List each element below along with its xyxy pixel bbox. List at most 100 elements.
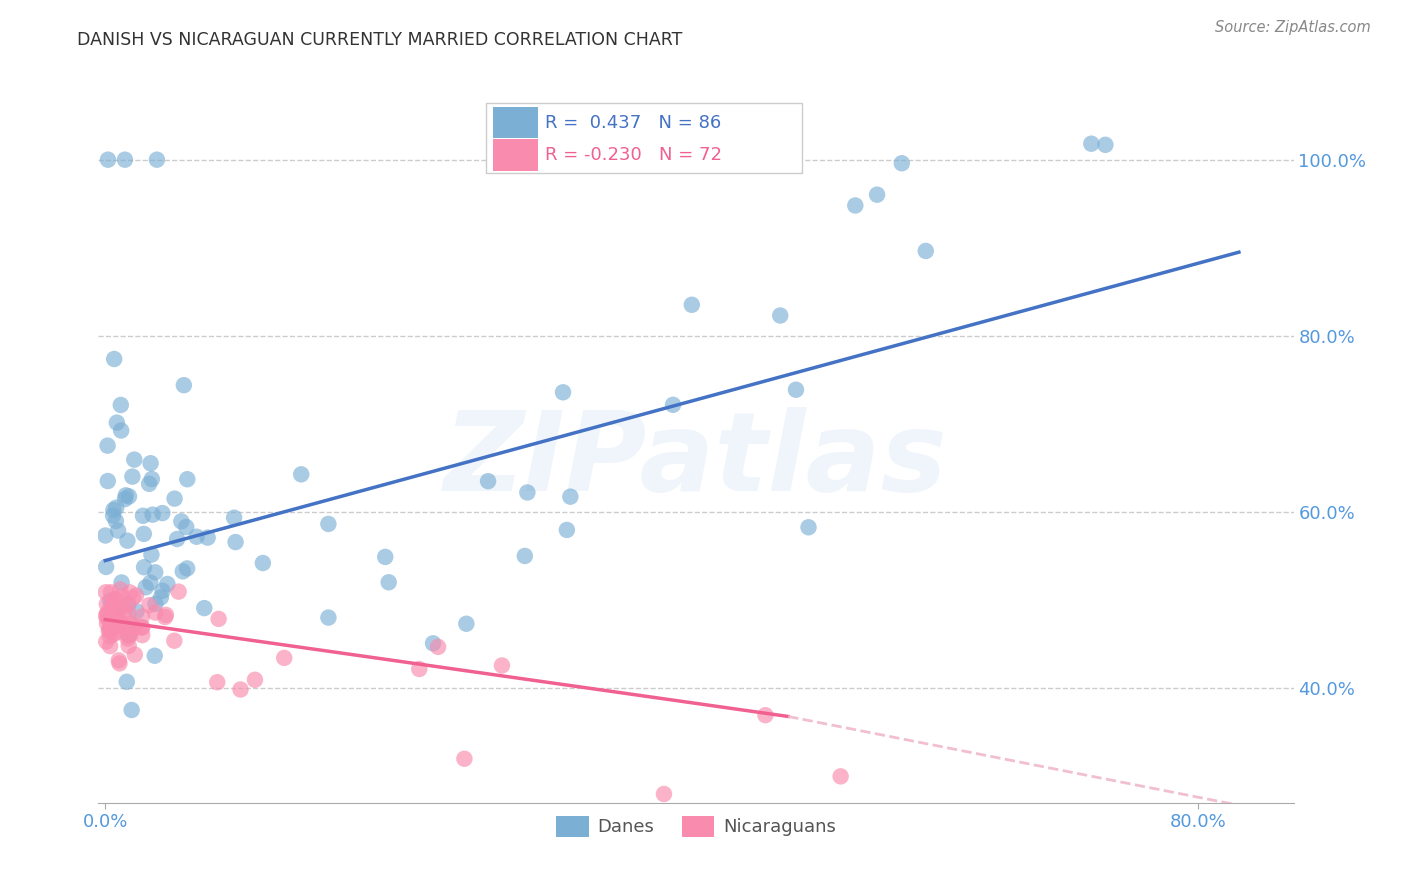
Point xyxy=(125,589,148,603)
Point xyxy=(224,510,246,524)
Point xyxy=(193,601,215,615)
Point xyxy=(101,612,124,626)
Point xyxy=(114,488,136,502)
Point xyxy=(110,398,132,412)
Text: ZIPatlas: ZIPatlas xyxy=(444,407,948,514)
Point xyxy=(135,580,157,594)
Point xyxy=(94,528,117,542)
Point xyxy=(318,610,340,624)
Point xyxy=(104,605,127,619)
Point xyxy=(143,606,166,620)
Point xyxy=(118,585,141,599)
Point xyxy=(103,618,125,632)
Point xyxy=(153,610,176,624)
Point xyxy=(163,633,186,648)
Point xyxy=(408,662,430,676)
Point xyxy=(662,398,685,412)
Point xyxy=(769,309,792,323)
Point xyxy=(170,514,193,528)
Point xyxy=(105,614,128,628)
Point xyxy=(149,591,172,605)
Point xyxy=(243,673,266,687)
Point xyxy=(98,623,121,637)
Point xyxy=(107,524,129,538)
Point xyxy=(122,621,145,635)
Point xyxy=(155,607,177,622)
Point xyxy=(139,575,162,590)
Point xyxy=(141,548,163,562)
Point xyxy=(152,583,174,598)
Point xyxy=(229,682,252,697)
Text: R =  0.437   N = 86: R = 0.437 N = 86 xyxy=(546,114,721,132)
Point xyxy=(176,472,198,486)
Point xyxy=(110,424,132,438)
Point xyxy=(108,601,131,615)
Point xyxy=(890,156,912,170)
Point xyxy=(141,472,163,486)
Point xyxy=(96,597,118,611)
Point xyxy=(167,584,190,599)
Point xyxy=(110,590,132,604)
Point xyxy=(427,640,450,654)
Point xyxy=(131,621,153,635)
Point xyxy=(121,703,143,717)
Point xyxy=(453,752,475,766)
FancyBboxPatch shape xyxy=(494,107,538,138)
Point xyxy=(142,508,165,522)
Point xyxy=(94,585,117,599)
Point xyxy=(96,606,118,620)
Point xyxy=(125,604,148,618)
Text: DANISH VS NICARAGUAN CURRENTLY MARRIED CORRELATION CHART: DANISH VS NICARAGUAN CURRENTLY MARRIED C… xyxy=(77,31,683,49)
Point xyxy=(156,577,179,591)
Point xyxy=(118,639,141,653)
Point xyxy=(754,708,776,723)
Point xyxy=(146,153,169,167)
Point xyxy=(273,651,295,665)
Point xyxy=(97,439,120,453)
Point xyxy=(107,615,129,629)
Point xyxy=(150,506,173,520)
Point xyxy=(131,620,153,634)
Point xyxy=(173,378,195,392)
Point xyxy=(143,648,166,663)
Point xyxy=(103,627,125,641)
Point xyxy=(118,628,141,642)
Point xyxy=(94,608,117,623)
Point xyxy=(94,560,117,574)
Point xyxy=(172,565,194,579)
Point xyxy=(107,613,129,627)
Point xyxy=(117,628,139,642)
Point xyxy=(96,616,118,631)
Point xyxy=(98,621,121,635)
Point xyxy=(97,153,120,167)
Point xyxy=(785,383,807,397)
Point xyxy=(117,606,139,620)
Point xyxy=(96,634,118,648)
Point xyxy=(112,607,135,621)
Legend: Danes, Nicaraguans: Danes, Nicaraguans xyxy=(548,808,844,844)
Point xyxy=(139,456,162,470)
Point xyxy=(104,625,127,640)
FancyBboxPatch shape xyxy=(494,139,538,170)
Point xyxy=(114,491,136,506)
Point xyxy=(96,610,118,624)
Point xyxy=(104,592,127,607)
Text: Source: ZipAtlas.com: Source: ZipAtlas.com xyxy=(1215,20,1371,35)
Point xyxy=(652,787,675,801)
Point xyxy=(108,615,131,630)
Point xyxy=(132,560,155,574)
Point xyxy=(318,516,340,531)
Point xyxy=(103,503,125,517)
Point xyxy=(377,575,399,590)
Point xyxy=(111,620,134,634)
Point xyxy=(115,674,138,689)
Point xyxy=(101,508,124,523)
Point xyxy=(104,592,127,607)
Point xyxy=(111,575,134,590)
Text: R = -0.230   N = 72: R = -0.230 N = 72 xyxy=(546,146,723,164)
Point xyxy=(143,566,166,580)
Point xyxy=(100,617,122,632)
Point xyxy=(516,485,538,500)
Point xyxy=(121,469,143,483)
Point xyxy=(830,769,852,783)
